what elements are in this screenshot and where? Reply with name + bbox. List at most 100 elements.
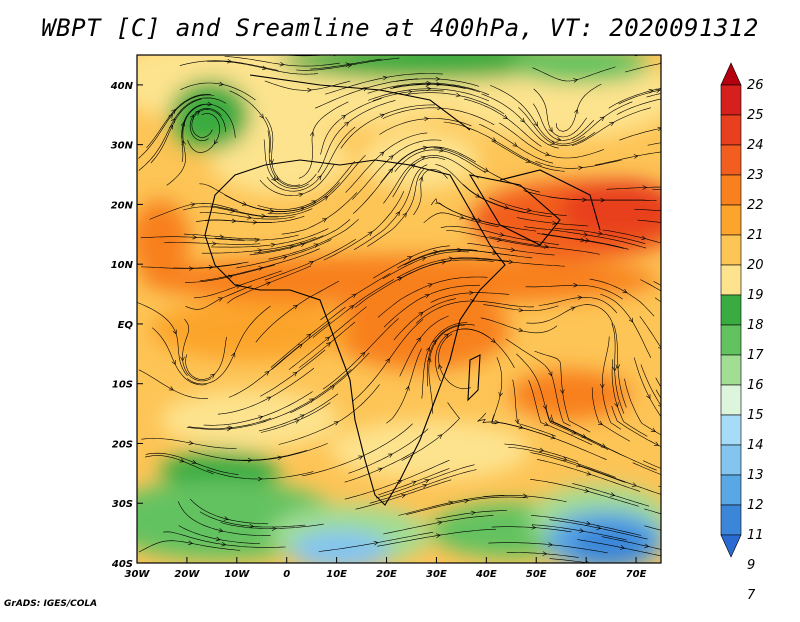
streamline-arrow bbox=[424, 479, 430, 484]
streamline bbox=[550, 417, 657, 471]
streamline bbox=[259, 164, 335, 197]
streamline-arrow bbox=[221, 541, 227, 547]
streamline bbox=[138, 369, 208, 399]
streamline bbox=[571, 107, 651, 146]
streamline-arrow bbox=[211, 241, 217, 246]
streamline bbox=[189, 498, 268, 525]
streamline bbox=[191, 109, 226, 138]
streamline bbox=[534, 350, 591, 433]
streamline bbox=[182, 318, 212, 382]
streamline bbox=[463, 98, 542, 147]
x-axis: 30W 20W 10W 0 10E 20E 30E 40E 50E 60E 70E bbox=[125, 557, 647, 580]
streamline-arrow bbox=[678, 46, 682, 50]
colorbar-swatch bbox=[720, 294, 742, 326]
streamline-arrow bbox=[397, 479, 403, 485]
streamline-arrow bbox=[344, 121, 350, 127]
streamline bbox=[440, 226, 560, 245]
streamline-arrow bbox=[269, 208, 275, 214]
streamline bbox=[199, 511, 306, 528]
streamline-arrow bbox=[180, 356, 185, 362]
streamline-arrow bbox=[701, 85, 705, 89]
streamline bbox=[257, 161, 356, 210]
streamline-arrow bbox=[223, 516, 229, 521]
colorbar-swatch bbox=[720, 234, 742, 266]
streamline-arrow bbox=[388, 168, 394, 174]
streamline-arrow bbox=[227, 58, 233, 64]
streamline-arrow bbox=[259, 113, 264, 119]
streamline-arrow bbox=[420, 155, 426, 161]
x-tick-label: 30E bbox=[426, 569, 447, 580]
streamline-arrow bbox=[277, 455, 283, 461]
streamline-arrow bbox=[542, 551, 548, 556]
streamline-arrow bbox=[674, 298, 678, 302]
streamline-arrow bbox=[401, 493, 407, 499]
streamline bbox=[299, 321, 356, 368]
coastlines bbox=[204, 74, 601, 506]
streamline-arrow bbox=[191, 459, 197, 464]
streamline-arrow bbox=[443, 333, 449, 339]
streamline bbox=[435, 202, 511, 228]
streamline bbox=[267, 130, 317, 187]
streamline-arrow bbox=[600, 383, 605, 389]
streamline bbox=[152, 327, 207, 386]
streamline-arrow bbox=[633, 154, 639, 159]
streamline-arrow bbox=[269, 159, 274, 165]
streamline bbox=[602, 229, 661, 244]
streamline bbox=[478, 123, 554, 164]
streamline-arrow bbox=[169, 124, 174, 130]
streamline bbox=[141, 438, 237, 449]
streamline-arrow bbox=[475, 193, 481, 198]
colorbar-label: 23 bbox=[747, 168, 764, 183]
streamline-arrow bbox=[418, 312, 424, 317]
streamline-arrow bbox=[168, 386, 174, 391]
streamline bbox=[353, 164, 428, 251]
streamline-arrow bbox=[188, 266, 194, 271]
streamline bbox=[183, 233, 260, 240]
streamline-arrow bbox=[292, 304, 298, 310]
streamline bbox=[383, 284, 480, 328]
streamline bbox=[138, 94, 215, 159]
streamline-arrow bbox=[266, 396, 272, 401]
colorbar-label: 16 bbox=[747, 378, 764, 393]
streamline-arrow bbox=[544, 151, 551, 157]
streamline bbox=[367, 88, 490, 102]
streamline-arrow bbox=[407, 256, 413, 261]
y-tick-label: 30N bbox=[111, 141, 134, 152]
streamline-arrow bbox=[168, 113, 173, 119]
streamline bbox=[137, 302, 188, 376]
streamline-arrow bbox=[583, 232, 589, 237]
colorbar-label: 12 bbox=[747, 498, 764, 513]
streamline-arrow bbox=[395, 211, 401, 217]
streamline bbox=[396, 257, 509, 279]
streamline-arrow bbox=[292, 371, 298, 377]
colorbar-label: 25 bbox=[747, 108, 764, 123]
streamline bbox=[435, 510, 508, 520]
streamline-arrow bbox=[601, 443, 607, 448]
colorbar-label: 18 bbox=[747, 318, 764, 333]
streamline bbox=[528, 380, 593, 446]
streamline bbox=[535, 159, 622, 169]
streamline bbox=[600, 293, 652, 359]
streamline-arrow bbox=[416, 337, 421, 343]
streamline bbox=[506, 552, 579, 558]
streamline bbox=[298, 101, 349, 179]
streamline bbox=[611, 359, 648, 437]
streamline bbox=[318, 531, 434, 552]
streamline bbox=[530, 479, 639, 507]
streamline bbox=[660, 61, 661, 63]
streamline-arrow bbox=[426, 86, 432, 92]
colorbar-swatch bbox=[720, 384, 742, 416]
streamline-arrow bbox=[270, 242, 276, 248]
streamline-arrow bbox=[584, 488, 590, 493]
streamline bbox=[372, 90, 444, 102]
streamline bbox=[207, 60, 318, 75]
streamline-arrow bbox=[470, 510, 476, 516]
streamline-arrow bbox=[424, 294, 430, 299]
streamline-arrow bbox=[294, 419, 300, 424]
streamline bbox=[271, 321, 331, 370]
streamline-arrow bbox=[418, 176, 424, 182]
streamline bbox=[555, 83, 602, 132]
streamline bbox=[646, 93, 661, 98]
streamline-arrow bbox=[573, 78, 579, 83]
